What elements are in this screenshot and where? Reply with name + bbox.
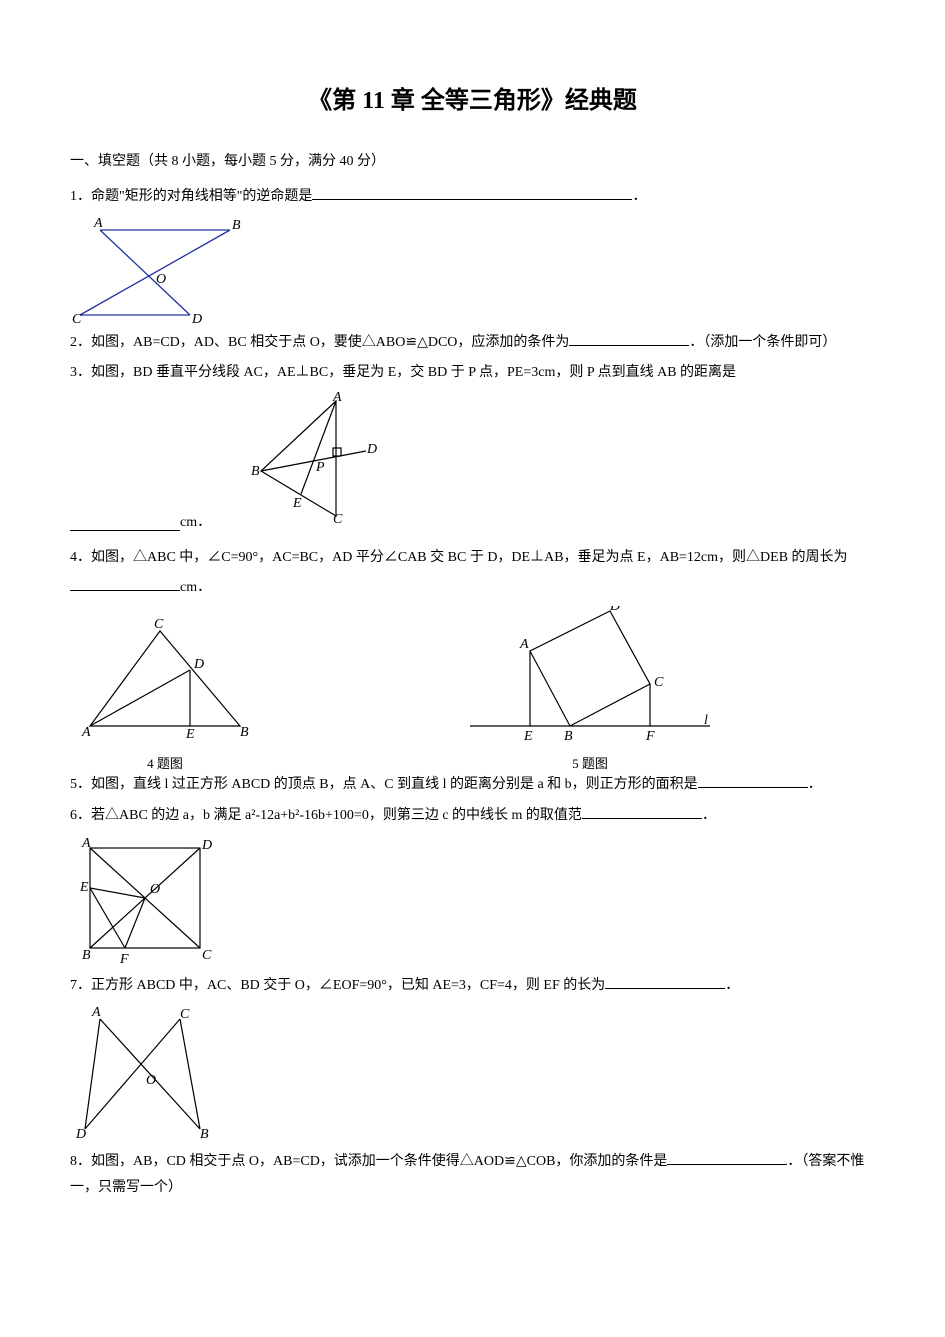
svg-text:F: F bbox=[119, 952, 129, 967]
q1-end: ． bbox=[632, 189, 646, 204]
caption-q4: 4 题图 bbox=[70, 753, 260, 772]
question-6: 6．若△ABC 的边 a，b 满足 a²-12a+b²-16b+100=0，则第… bbox=[70, 803, 875, 830]
figure-q8: A C D B O bbox=[70, 1004, 230, 1149]
figure-q5: A D C B E F l 5 题图 bbox=[460, 606, 720, 772]
svg-text:D: D bbox=[191, 312, 202, 325]
q5-end: ． bbox=[808, 777, 822, 792]
svg-text:A: A bbox=[519, 637, 529, 652]
figure-q4: C A B D E 4 题图 bbox=[70, 616, 260, 772]
svg-text:C: C bbox=[180, 1007, 190, 1022]
q4-num: 4． bbox=[70, 550, 91, 565]
q5-text: 如图，直线 l 过正方形 ABCD 的顶点 B，点 A、C 到直线 l 的距离分… bbox=[91, 777, 698, 792]
svg-text:P: P bbox=[315, 460, 325, 475]
svg-text:B: B bbox=[564, 729, 573, 744]
question-5: 5．如图，直线 l 过正方形 ABCD 的顶点 B，点 A、C 到直线 l 的距… bbox=[70, 772, 875, 799]
q4-text: 如图，△ABC 中，∠C=90°，AC=BC，AD 平分∠CAB 交 BC 于 … bbox=[91, 550, 848, 565]
svg-text:A: A bbox=[93, 216, 103, 231]
figure-q3: A B C D E P bbox=[241, 391, 391, 531]
page-title: 《第 11 章 全等三角形》经典题 bbox=[70, 80, 875, 115]
svg-text:B: B bbox=[240, 725, 249, 740]
svg-text:O: O bbox=[146, 1073, 156, 1088]
q5-blank bbox=[698, 773, 808, 788]
q6-text: 若△ABC 的边 a，b 满足 a²-12a+b²-16b+100=0，则第三边… bbox=[91, 808, 582, 823]
q4-blank bbox=[70, 576, 180, 591]
svg-text:C: C bbox=[72, 312, 82, 325]
question-2: 2．如图，AB=CD，AD、BC 相交于点 O，要使△ABO≌△DCO，应添加的… bbox=[70, 330, 875, 357]
svg-text:E: E bbox=[292, 496, 302, 511]
q8-text: 如图，AB，CD 相交于点 O，AB=CD，试添加一个条件使得△AOD≌△COB… bbox=[91, 1154, 667, 1169]
q7-num: 7． bbox=[70, 978, 91, 993]
q6-blank bbox=[582, 804, 702, 819]
q2-text: 如图，AB=CD，AD、BC 相交于点 O，要使△ABO≌△DCO，应添加的条件… bbox=[91, 335, 569, 350]
figure-q7: A D B C E F O bbox=[70, 833, 220, 973]
q2-end: ．（添加一个条件即可） bbox=[689, 335, 836, 350]
svg-text:F: F bbox=[645, 729, 655, 744]
question-7: 7．正方形 ABCD 中，AC、BD 交于 O，∠EOF=90°，已知 AE=3… bbox=[70, 973, 875, 1000]
q3-blank bbox=[70, 514, 180, 531]
svg-text:A: A bbox=[81, 836, 91, 851]
svg-text:B: B bbox=[232, 218, 241, 233]
q8-blank bbox=[667, 1150, 787, 1165]
svg-text:B: B bbox=[251, 464, 260, 479]
svg-text:D: D bbox=[193, 657, 204, 672]
svg-text:E: E bbox=[185, 727, 195, 742]
q7-end: ． bbox=[725, 978, 739, 993]
svg-text:C: C bbox=[654, 675, 664, 690]
q1-num: 1． bbox=[70, 189, 91, 204]
q4-answer: cm． bbox=[70, 575, 875, 602]
q5-num: 5． bbox=[70, 777, 91, 792]
figure-q2: A B C D O bbox=[70, 215, 250, 330]
svg-text:D: D bbox=[201, 838, 212, 853]
question-4: 4．如图，△ABC 中，∠C=90°，AC=BC，AD 平分∠CAB 交 BC … bbox=[70, 545, 875, 572]
q1-text: 命题"矩形的对角线相等"的逆命题是 bbox=[91, 189, 312, 204]
svg-text:l: l bbox=[704, 713, 708, 728]
question-8: 8．如图，AB，CD 相交于点 O，AB=CD，试添加一个条件使得△AOD≌△C… bbox=[70, 1149, 875, 1202]
page: 《第 11 章 全等三角形》经典题 一、填空题（共 8 小题，每小题 5 分，满… bbox=[0, 0, 945, 1246]
svg-text:D: D bbox=[75, 1127, 86, 1142]
svg-text:A: A bbox=[81, 725, 91, 740]
svg-text:B: B bbox=[200, 1127, 209, 1142]
svg-text:E: E bbox=[79, 880, 89, 895]
q3-unit: cm． bbox=[180, 511, 211, 531]
q1-blank bbox=[312, 185, 632, 200]
svg-text:E: E bbox=[523, 729, 533, 744]
question-3: 3．如图，BD 垂直平分线段 AC，AE⊥BC，垂足为 E，交 BD 于 P 点… bbox=[70, 360, 875, 387]
q3-answer-row: cm． A B C D E P bbox=[70, 391, 875, 531]
q2-blank bbox=[569, 331, 689, 346]
svg-text:C: C bbox=[202, 948, 212, 963]
caption-q5: 5 题图 bbox=[460, 753, 720, 772]
figures-q4-q5: C A B D E 4 题图 A bbox=[70, 606, 875, 772]
svg-text:O: O bbox=[150, 882, 160, 897]
svg-text:D: D bbox=[609, 606, 620, 614]
svg-text:B: B bbox=[82, 948, 91, 963]
svg-text:A: A bbox=[91, 1005, 101, 1020]
q8-num: 8． bbox=[70, 1154, 91, 1169]
svg-text:C: C bbox=[333, 512, 343, 526]
svg-text:C: C bbox=[154, 617, 164, 632]
q6-end: ． bbox=[702, 808, 716, 823]
q3-num: 3． bbox=[70, 365, 91, 380]
q7-blank bbox=[605, 974, 725, 989]
q3-text: 如图，BD 垂直平分线段 AC，AE⊥BC，垂足为 E，交 BD 于 P 点，P… bbox=[91, 365, 736, 380]
svg-text:O: O bbox=[156, 272, 166, 287]
section-header: 一、填空题（共 8 小题，每小题 5 分，满分 40 分） bbox=[70, 150, 875, 170]
q6-num: 6． bbox=[70, 808, 91, 823]
question-1: 1．命题"矩形的对角线相等"的逆命题是 ． bbox=[70, 184, 875, 211]
q4-unit: cm． bbox=[180, 580, 211, 595]
q2-num: 2． bbox=[70, 335, 91, 350]
svg-text:D: D bbox=[366, 442, 377, 457]
q7-text: 正方形 ABCD 中，AC、BD 交于 O，∠EOF=90°，已知 AE=3，C… bbox=[91, 978, 605, 993]
svg-text:A: A bbox=[332, 391, 342, 405]
